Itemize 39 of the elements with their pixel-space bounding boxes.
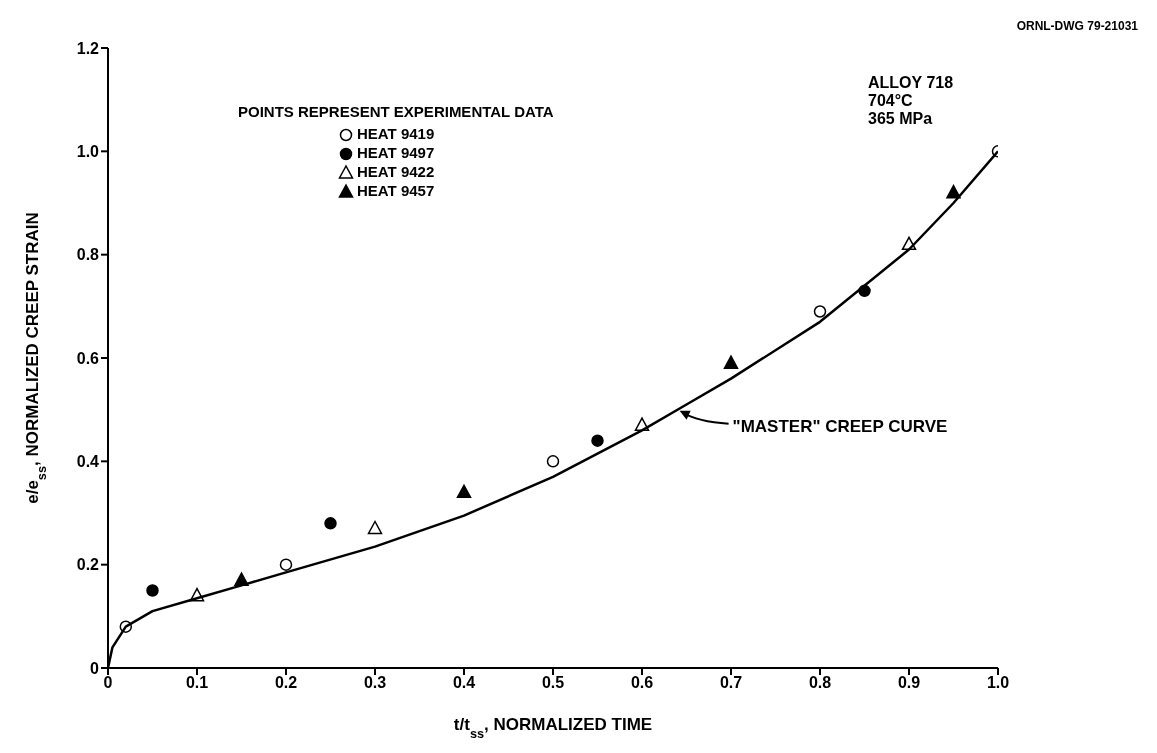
- x-tick-label: 0: [103, 674, 113, 692]
- y-tick-label: 1.0: [76, 143, 100, 161]
- legend-label: HEAT 9457: [357, 182, 435, 199]
- point: [723, 355, 739, 369]
- point: [456, 484, 472, 499]
- annotation: "MASTER" CREEP CURVE: [732, 416, 948, 436]
- y-tick-label: 0: [90, 659, 100, 677]
- x-tick-label: 0.4: [452, 674, 476, 692]
- point: [546, 455, 560, 468]
- y-tick-label: 1.2: [76, 39, 100, 57]
- x-tick-label: 1.0: [986, 674, 1010, 692]
- x-tick-label: 0.3: [363, 674, 387, 692]
- x-tick-label: 0.8: [808, 674, 832, 692]
- x-tick-label: 0.9: [897, 674, 921, 692]
- point: [146, 584, 159, 597]
- point: [946, 184, 961, 199]
- point: [813, 305, 827, 318]
- x-tick-label: 0.6: [630, 674, 654, 692]
- y-tick-label: 0.4: [76, 453, 100, 471]
- legend-label: HEAT 9419: [357, 125, 435, 142]
- y-tick-label: 0.2: [76, 556, 100, 574]
- point: [591, 434, 604, 447]
- point: [367, 520, 383, 535]
- annotation: ALLOY 718: [868, 74, 954, 91]
- x-tick-label: 0.5: [541, 674, 565, 692]
- legend-title: POINTS REPRESENT EXPERIMENTAL DATA: [238, 103, 554, 120]
- x-tick-label: 0.1: [185, 674, 209, 692]
- x-axis-title: t/t$_{ss}$, NORMALIZED TIME: [453, 715, 653, 741]
- y-tick-label: 0.6: [76, 349, 100, 367]
- y-tick-label: 0.8: [76, 246, 100, 264]
- annotation: 365 MPa: [868, 110, 933, 127]
- point: [324, 517, 337, 530]
- text: ORNL-DWG 79-21031: [1016, 19, 1139, 33]
- x-tick-label: 0.2: [274, 674, 298, 692]
- legend-label: HEAT 9497: [357, 144, 435, 161]
- legend-label: HEAT 9422: [357, 163, 435, 180]
- annotation: 704°C: [868, 92, 914, 109]
- point: [279, 558, 293, 571]
- x-tick-label: 0.7: [719, 674, 743, 692]
